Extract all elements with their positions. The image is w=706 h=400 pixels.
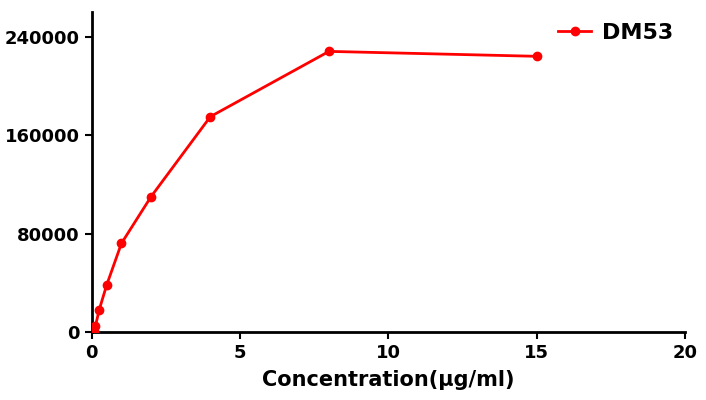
DM53 <box>88 329 97 334</box>
Legend: DM53: DM53 <box>558 23 674 43</box>
Line: DM53: DM53 <box>88 47 541 336</box>
DM53 <box>102 283 111 288</box>
DM53 <box>117 241 126 246</box>
DM53 <box>532 54 541 59</box>
DM53 <box>206 114 215 119</box>
DM53 <box>90 329 98 334</box>
DM53 <box>91 324 100 328</box>
DM53 <box>147 194 155 199</box>
X-axis label: Concentration(μg/ml): Concentration(μg/ml) <box>262 370 515 390</box>
DM53 <box>325 49 333 54</box>
DM53 <box>95 308 104 312</box>
DM53 <box>88 330 96 334</box>
